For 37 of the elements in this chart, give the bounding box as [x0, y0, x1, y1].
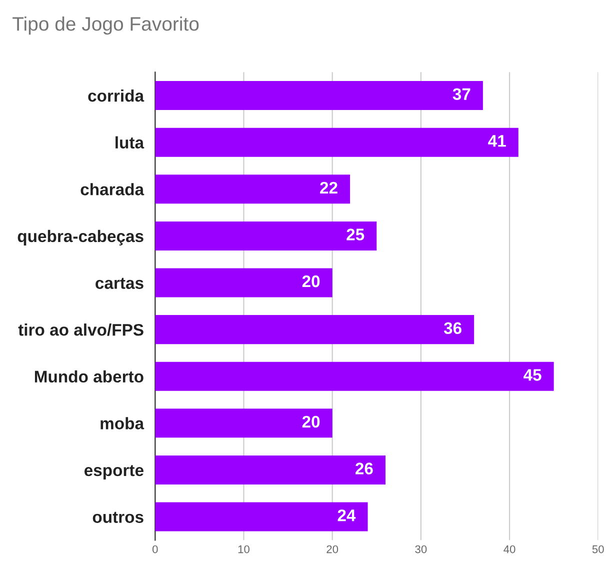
- data-label: 22: [320, 182, 338, 194]
- data-label: 36: [444, 322, 462, 334]
- data-label: 37: [452, 88, 470, 100]
- x-tick-label: 0: [152, 545, 158, 554]
- data-label: 24: [338, 509, 356, 522]
- bar: [155, 362, 554, 391]
- x-tick-label: 10: [238, 545, 250, 554]
- data-label: 45: [524, 369, 542, 381]
- data-label: 20: [302, 275, 320, 288]
- y-tick-label: moba: [100, 417, 144, 430]
- chart-title: Tipo de Jogo Favorito: [12, 16, 199, 35]
- y-tick-label: quebra-cabeças: [18, 230, 144, 246]
- bar: [155, 174, 350, 204]
- x-tick-label: 20: [326, 545, 338, 554]
- bar: [155, 455, 386, 484]
- bar: [155, 502, 368, 532]
- y-tick-label: outros: [92, 512, 144, 523]
- bar: [155, 221, 377, 250]
- x-tick-label: 40: [504, 545, 516, 554]
- y-tick-label: tiro ao alvo/FPS: [18, 324, 144, 336]
- data-label: 41: [488, 135, 506, 147]
- bar: [155, 315, 474, 344]
- data-label: 25: [346, 228, 364, 240]
- y-tick-label: Mundo aberto: [34, 370, 144, 383]
- bar: [155, 268, 332, 298]
- data-label: 20: [302, 416, 320, 428]
- bar: [155, 128, 518, 157]
- y-tick-label: corrida: [88, 90, 144, 102]
- data-label: 26: [356, 462, 373, 474]
- x-tick-label: 50: [592, 545, 604, 554]
- y-tick-label: charada: [80, 183, 144, 196]
- y-tick-label: cartas: [96, 278, 144, 289]
- y-tick-label: luta: [116, 136, 144, 149]
- y-tick-label: esporte: [84, 465, 144, 480]
- x-tick-label: 30: [415, 545, 427, 554]
- bar: [155, 408, 332, 438]
- bar: [155, 81, 483, 110]
